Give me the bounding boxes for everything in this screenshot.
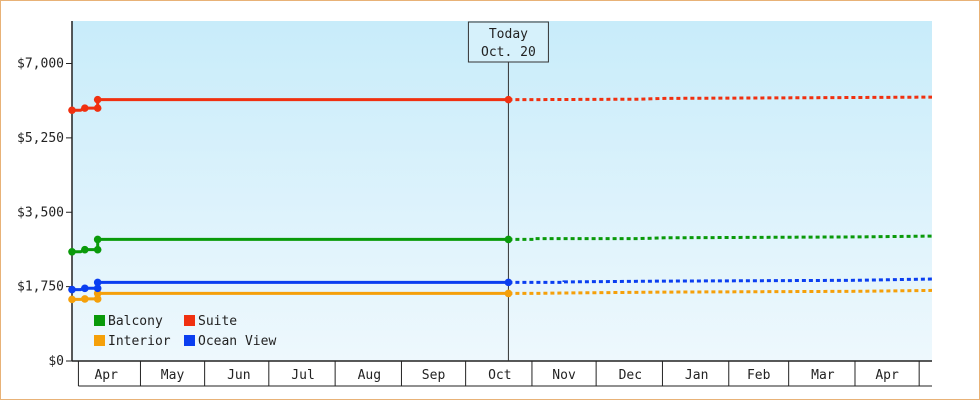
x-tick-label: May xyxy=(161,368,185,383)
data-point-balcony xyxy=(81,245,89,254)
y-tick-label: $1,750 xyxy=(17,280,64,295)
x-tick-label: Jul xyxy=(291,368,314,383)
data-point-ocean-view xyxy=(504,278,513,287)
series-forecast-ocean-view xyxy=(508,277,933,284)
y-axis: $0 $1,750 $3,500 $5,250 $7,000 xyxy=(17,21,73,369)
plot-area xyxy=(72,21,932,361)
series-suite xyxy=(68,95,933,115)
legend-label-balcony: Balcony xyxy=(108,314,163,329)
legend-swatch-balcony xyxy=(94,315,105,326)
x-axis: Apr May Jun Jul Aug Sep Oct Nov Dec Jan Feb Mar Apr xyxy=(72,360,932,387)
data-point-suite xyxy=(93,104,102,112)
x-tick-label: Apr xyxy=(94,368,118,383)
data-point-interior xyxy=(504,289,513,298)
data-point-ocean-view xyxy=(93,284,102,293)
data-point-interior xyxy=(81,295,89,303)
data-point-balcony xyxy=(93,235,102,244)
data-point-suite xyxy=(504,95,513,104)
y-tick-label: $5,250 xyxy=(17,131,64,146)
series-ocean-view xyxy=(68,277,933,294)
legend-label-suite: Suite xyxy=(198,314,237,329)
data-point-ocean-view xyxy=(68,285,76,294)
data-point-ocean-view xyxy=(81,284,89,293)
series-forecast-suite xyxy=(508,95,933,102)
y-tick-label: $3,500 xyxy=(17,205,64,220)
x-tick-label: Jun xyxy=(227,368,250,383)
data-point-balcony xyxy=(504,235,513,244)
legend-label-ocean-view: Ocean View xyxy=(198,334,276,349)
today-date: Oct. 20 xyxy=(481,45,536,60)
today-box xyxy=(467,21,549,63)
y-tick-label: $7,000 xyxy=(17,57,64,72)
data-point-balcony xyxy=(93,245,102,254)
today-label: Today xyxy=(489,27,528,42)
series-interior xyxy=(68,288,933,304)
data-point-ocean-view xyxy=(93,278,102,287)
legend-swatch-suite xyxy=(184,315,195,326)
data-point-balcony xyxy=(68,247,76,256)
x-tick-label: Mar xyxy=(811,368,835,383)
data-point-suite xyxy=(81,104,89,112)
legend-label-interior: Interior xyxy=(108,334,171,349)
series-forecast-interior xyxy=(508,288,933,295)
legend-swatch-ocean-view xyxy=(184,335,195,346)
today-marker: Today Oct. 20 xyxy=(467,21,549,361)
x-tick-label: Jan xyxy=(685,368,708,383)
x-tick-label: Aug xyxy=(358,368,381,383)
x-tick-label: Apr xyxy=(875,368,899,383)
data-point-suite xyxy=(68,106,76,115)
x-tick-label: Feb xyxy=(747,368,771,383)
x-tick-label: Dec xyxy=(619,368,642,383)
x-tick-label: Sep xyxy=(422,368,446,383)
legend: Balcony Suite Interior Ocean View xyxy=(94,314,276,349)
x-tick-label: Nov xyxy=(552,368,576,383)
data-point-suite xyxy=(93,95,102,104)
x-tick-label: Oct xyxy=(488,368,511,383)
series-balcony xyxy=(68,234,933,256)
legend-swatch-interior xyxy=(94,335,105,346)
series-layer xyxy=(68,95,933,304)
data-point-interior xyxy=(93,295,102,303)
data-point-interior xyxy=(68,295,76,304)
y-tick-label: $0 xyxy=(48,354,64,369)
